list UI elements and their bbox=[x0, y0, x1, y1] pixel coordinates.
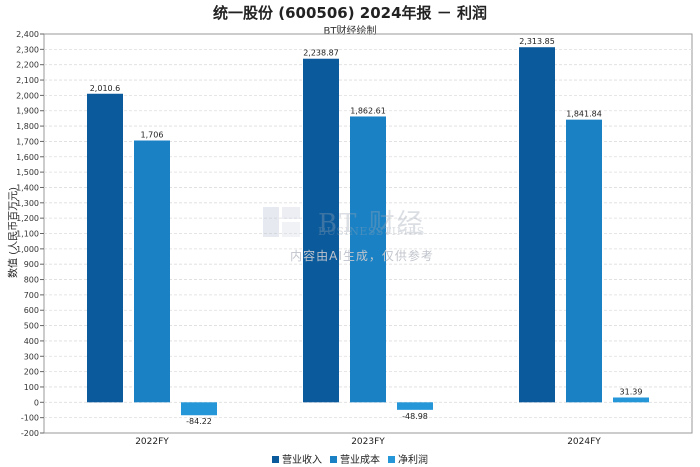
legend-item: 营业收入 bbox=[272, 451, 322, 466]
y-tick-label: 1,200 bbox=[16, 214, 39, 223]
y-tick-label: 1,000 bbox=[16, 245, 39, 254]
x-tick-label: 2024FY bbox=[567, 437, 601, 447]
legend-label: 营业成本 bbox=[340, 455, 380, 466]
watermark: BT 财经 BUSINESSTIMES bbox=[262, 203, 462, 263]
legend-label: 营业收入 bbox=[282, 455, 322, 466]
bar bbox=[303, 58, 339, 403]
y-tick-label: 2,200 bbox=[16, 61, 39, 70]
y-tick-label: 400 bbox=[24, 337, 39, 346]
y-tick-label: 100 bbox=[24, 383, 39, 392]
legend-item: 营业成本 bbox=[330, 451, 380, 466]
y-tick-label: 300 bbox=[24, 352, 39, 361]
data-label: 1,706 bbox=[141, 131, 164, 140]
y-tick-label: 2,300 bbox=[16, 45, 39, 54]
bar bbox=[134, 140, 170, 403]
y-tick-label: 1,400 bbox=[16, 183, 39, 192]
y-tick-label: 1,500 bbox=[16, 168, 39, 177]
legend-item: 净利润 bbox=[388, 451, 428, 466]
y-tick-label: 200 bbox=[24, 368, 39, 377]
y-tick-label: -200 bbox=[21, 429, 39, 438]
y-tick-label: 1,900 bbox=[16, 107, 39, 116]
chart-subtitle: BT财经绘制 bbox=[323, 26, 377, 37]
data-label: 1,862.61 bbox=[350, 106, 386, 115]
data-label: -48.98 bbox=[402, 412, 428, 421]
watermark-brand: BT 财经 bbox=[318, 209, 425, 239]
y-tick-label: 1,700 bbox=[16, 137, 39, 146]
chart-title: 统一股份 (600506) 2024年报 － 利润 bbox=[213, 4, 487, 22]
y-tick-label: 2,100 bbox=[16, 76, 39, 85]
y-tick-label: 2,000 bbox=[16, 91, 39, 100]
y-tick-label: 2,400 bbox=[16, 30, 39, 39]
bar bbox=[181, 402, 217, 416]
y-tick-label: 1,600 bbox=[16, 153, 39, 162]
y-tick-label: 1,300 bbox=[16, 199, 39, 208]
data-label: 1,841.84 bbox=[566, 110, 602, 119]
y-tick-label: 1,100 bbox=[16, 230, 39, 239]
bar bbox=[350, 116, 386, 403]
legend-swatch bbox=[388, 456, 395, 463]
bar bbox=[397, 402, 433, 410]
y-tick-label: 700 bbox=[24, 291, 39, 300]
legend: 营业收入 营业成本 净利润 bbox=[0, 451, 700, 466]
bar bbox=[519, 47, 555, 403]
y-tick-label: 1,800 bbox=[16, 122, 39, 131]
legend-label: 净利润 bbox=[398, 455, 428, 466]
y-tick-label: -100 bbox=[21, 414, 39, 423]
data-label: 2,010.6 bbox=[90, 84, 121, 93]
data-label: 2,313.85 bbox=[519, 37, 555, 46]
watermark-logo-icon bbox=[263, 207, 300, 237]
watermark-subtitle: BUSINESSTIMES bbox=[318, 225, 425, 238]
y-tick-label: 0 bbox=[34, 398, 39, 407]
y-tick-label: 900 bbox=[24, 260, 39, 269]
legend-swatch bbox=[330, 456, 337, 463]
bar bbox=[566, 119, 602, 403]
y-tick-label: 500 bbox=[24, 322, 39, 331]
x-tick-label: 2022FY bbox=[135, 437, 169, 447]
y-tick-label: 600 bbox=[24, 306, 39, 315]
x-tick-label: 2023FY bbox=[351, 437, 385, 447]
bar bbox=[613, 397, 649, 403]
watermark-note: 内容由AI生成，仅供参考 bbox=[290, 249, 434, 263]
data-label: 31.39 bbox=[620, 387, 643, 396]
y-tick-label: 800 bbox=[24, 276, 39, 285]
data-label: 2,238.87 bbox=[303, 49, 339, 58]
legend-swatch bbox=[272, 456, 279, 463]
bar bbox=[87, 93, 123, 403]
data-label: -84.22 bbox=[186, 417, 212, 426]
